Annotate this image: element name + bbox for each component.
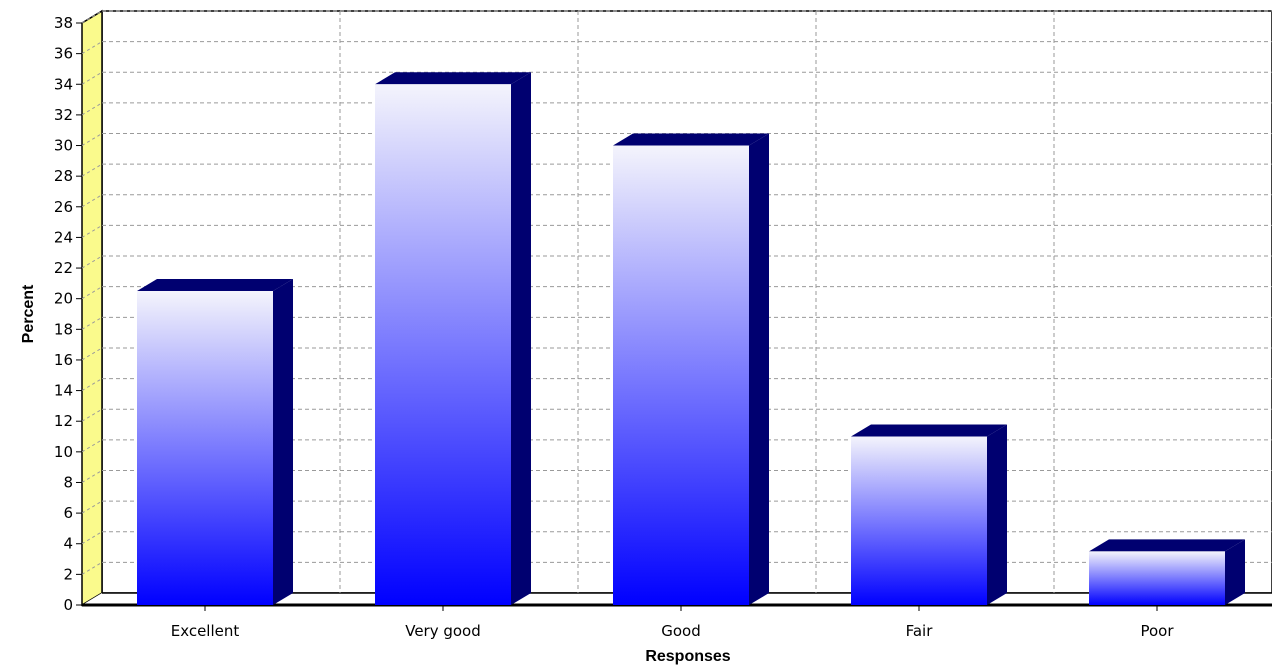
y-tick-label: 26 [54,198,73,216]
y-tick-label: 20 [54,290,73,308]
bar-excellent [137,279,293,605]
x-axis-labels: Excellent Very good Good Fair Poor [171,605,1174,640]
bar-top [137,279,293,292]
bar-fair [851,424,1007,605]
gridline-side [81,470,103,483]
x-axis-title: Responses [645,648,730,665]
x-tick-label: Poor [1140,622,1174,640]
y-tick-label: 30 [54,137,73,155]
y-tick-label: 34 [54,75,73,93]
x-tick-label: Fair [906,622,934,640]
gridline-side [81,316,103,330]
gridline-side [81,194,103,208]
bar-very-good [375,72,531,605]
y-axis-title: Percent [20,284,37,343]
y-tick-label: 16 [54,351,73,369]
bar-front [613,145,749,606]
gridline-side [81,347,103,361]
bar-side [749,133,769,606]
bars [137,72,1245,606]
bar-good [613,133,769,606]
bar-front [137,291,273,605]
gridline-side [81,561,103,575]
bar-top [613,133,769,146]
y-tick-label: 2 [63,565,73,583]
gridline-side [81,408,103,422]
y-tick-label: 0 [63,596,73,614]
x-tick-label: Excellent [171,622,240,640]
gridline-side [81,163,103,177]
gridline-side [81,224,103,238]
bar-side [1225,539,1245,605]
bar-front [375,84,511,605]
side-wall [81,9,103,607]
gridline-side [81,531,103,545]
gridline-side [81,439,103,453]
y-tick-label: 24 [54,228,73,246]
y-tick-label: 14 [54,382,73,400]
y-tick-label: 18 [54,320,73,338]
gridline-side [81,10,103,24]
y-tick-label: 28 [54,167,73,185]
gridline-side [81,102,103,116]
gridline-side [81,41,103,55]
y-tick-label: 4 [63,535,73,553]
bar-side [511,72,531,605]
bar-side [273,279,293,605]
y-tick-label: 32 [54,106,73,124]
y-tick-label: 38 [54,14,73,32]
gridline-side [81,71,103,85]
y-tick-label: 22 [54,259,73,277]
y-tick-label: 8 [63,473,73,491]
gridline-side [81,500,103,514]
x-tick-label: Very good [405,622,481,640]
bar-top [1089,539,1245,552]
x-tick-label: Good [661,622,701,640]
gridline-side [81,378,103,392]
bar-side [987,424,1007,605]
bar-front [1089,551,1225,605]
y-tick-label: 10 [54,443,73,461]
gridline-side [81,286,103,300]
y-tick-label: 36 [54,45,73,63]
bar-poor [1089,539,1245,605]
gridline-side [81,133,103,146]
y-tick-label: 6 [63,504,73,522]
gridline-side [81,255,103,269]
bar-top [375,72,531,85]
bar-top [851,424,1007,437]
y-tick-label: 12 [54,412,73,430]
bar-front [851,436,987,605]
